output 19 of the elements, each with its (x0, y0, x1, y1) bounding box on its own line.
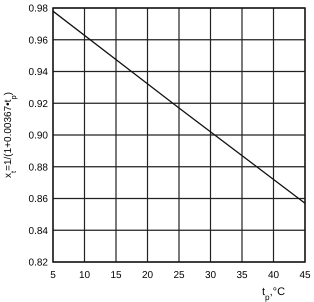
y-tick-label: 0.98 (28, 4, 48, 14)
x-tick-label: 25 (173, 270, 185, 281)
x-tick-label: 20 (142, 270, 154, 281)
y-tick-label: 0.82 (28, 258, 48, 268)
x-tick-label: 40 (268, 270, 280, 281)
x-tick-label: 35 (236, 270, 248, 281)
x-tick-label: 30 (204, 270, 216, 281)
x-axis-title: t$_{p}$,°C (262, 286, 286, 302)
y-tick-label: 0.92 (28, 98, 48, 110)
y-tick-label: 0.84 (28, 226, 48, 237)
x-tick-label: 15 (110, 270, 122, 281)
y-tick-label: 0.96 (28, 35, 48, 46)
x-tick-label: 45 (299, 270, 311, 281)
x-tick-label: 5 (50, 270, 56, 281)
y-tick-label: 0.90 (28, 130, 48, 142)
y-tick-label: 0.86 (28, 194, 48, 205)
x-tick-label: 10 (78, 270, 90, 281)
y-tick-label: 0.88 (28, 162, 48, 174)
y-tick-label: 0.94 (28, 67, 48, 78)
